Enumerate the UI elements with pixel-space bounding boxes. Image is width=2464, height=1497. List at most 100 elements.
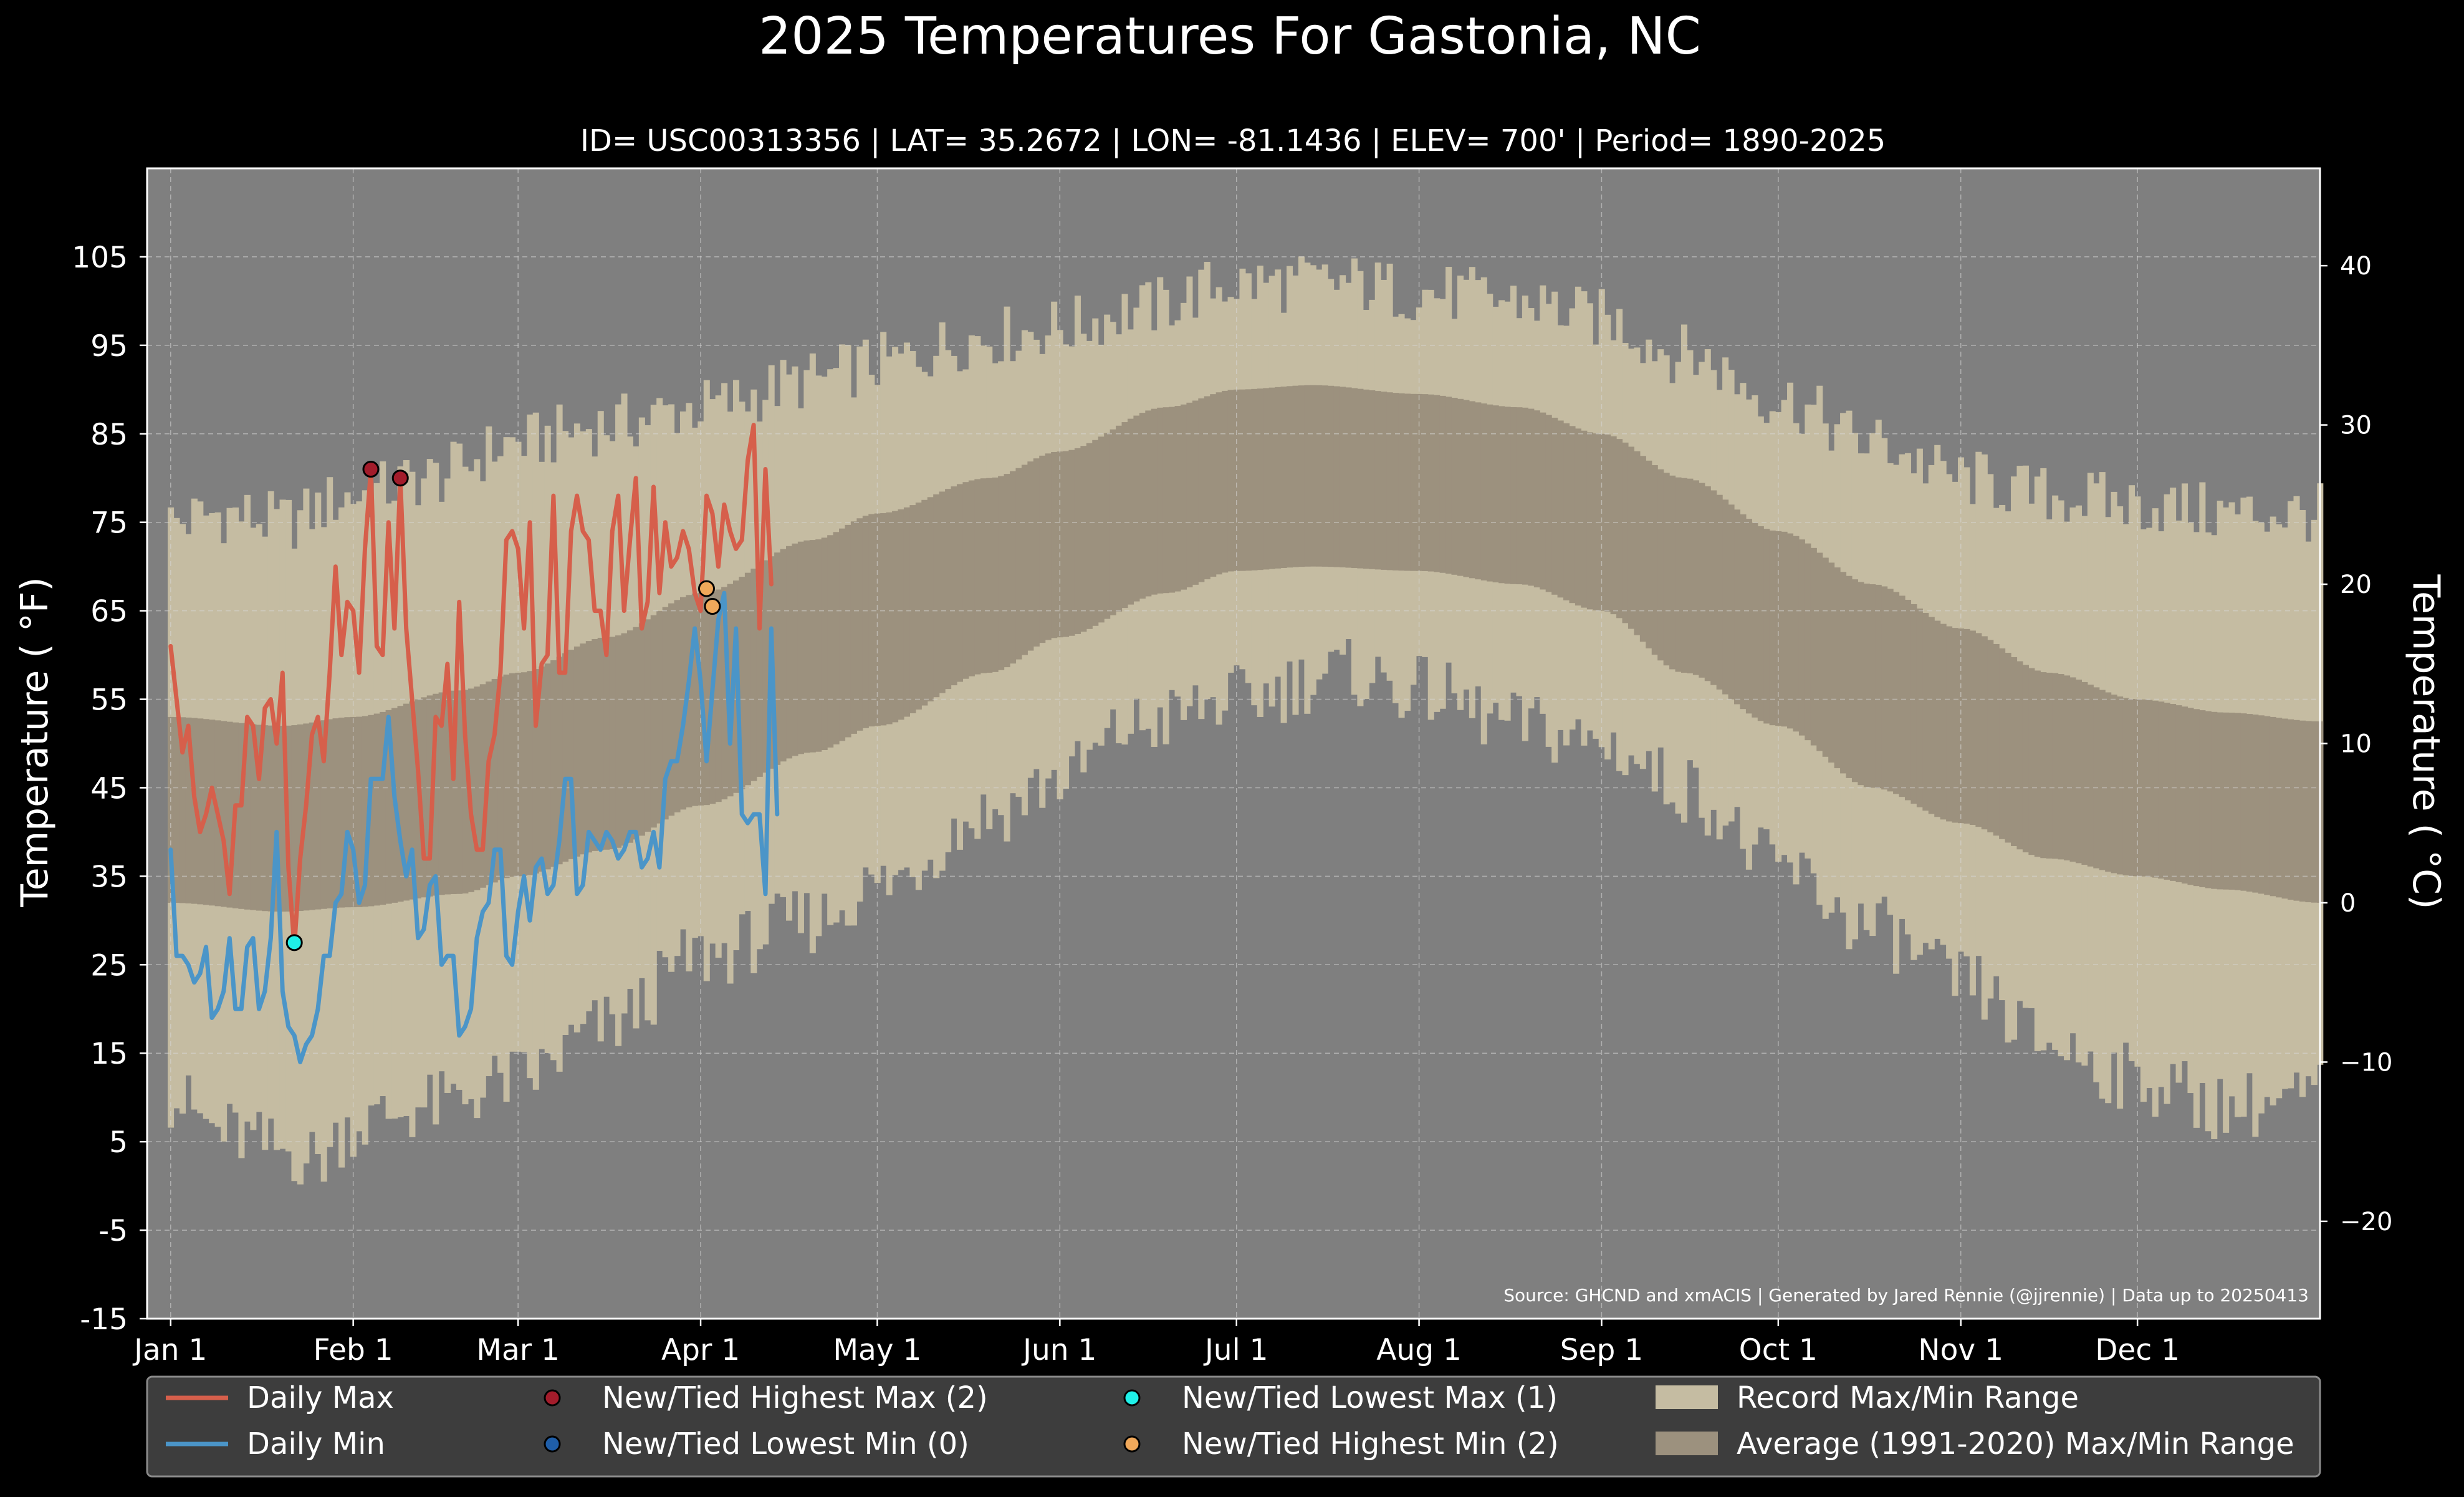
average-range-bar [1528, 408, 1535, 586]
average-range-bar [409, 701, 416, 900]
average-range-bar [1234, 389, 1240, 571]
average-range-bar [474, 686, 481, 890]
average-range-bar [1622, 442, 1629, 623]
average-range-bar [1522, 407, 1528, 585]
y-tick-label-f: -5 [98, 1214, 128, 1248]
average-range-bar [780, 549, 787, 762]
x-tick-label: Oct 1 [1739, 1333, 1818, 1367]
average-range-bar [279, 726, 286, 912]
legend-label: New/Tied Highest Max (2) [602, 1380, 988, 1415]
average-range-bar [1045, 453, 1052, 640]
average-range-bar [1398, 393, 1405, 571]
y-axis-label-right: Temperature ( °C) [2404, 574, 2448, 910]
average-range-bar [1051, 451, 1058, 638]
average-range-bar [1904, 600, 1912, 801]
average-range-bar [2175, 705, 2182, 882]
chart-subtitle: ID= USC00313356 | LAT= 35.2672 | LON= -8… [580, 123, 1886, 158]
average-range-bar [1722, 499, 1729, 695]
average-range-bar [674, 600, 681, 812]
average-range-bar [1451, 397, 1458, 575]
average-range-bar [909, 505, 916, 713]
average-range-bar [2052, 673, 2059, 859]
average-range-bar [850, 521, 857, 734]
average-range-bar [2293, 720, 2300, 901]
average-range-bar [1793, 536, 1800, 732]
average-range-bar [1586, 432, 1593, 610]
average-range-bar [2276, 718, 2283, 898]
average-range-bar [2288, 719, 2294, 900]
average-range-bar [550, 660, 557, 867]
average-range-bar [2240, 713, 2247, 891]
average-range-bar [320, 720, 327, 909]
average-range-bar [497, 676, 504, 880]
average-range-bar [1498, 406, 1505, 584]
average-range-bar [173, 717, 180, 903]
legend-label: New/Tied Lowest Max (1) [1182, 1380, 1558, 1415]
y-tick-label-f: 15 [90, 1037, 128, 1071]
average-range-bar [1393, 393, 1399, 570]
average-range-bar [1180, 404, 1187, 590]
average-range-bar [1769, 530, 1776, 726]
average-range-bar [332, 718, 339, 908]
average-range-bar [856, 518, 863, 731]
average-range-bar [1162, 407, 1169, 594]
average-range-bar [1098, 436, 1105, 623]
average-range-bar [1434, 395, 1441, 572]
average-range-bar [1192, 400, 1199, 585]
average-range-bar [1887, 589, 1894, 792]
average-range-bar [874, 513, 881, 726]
average-range-bar [1510, 407, 1517, 584]
average-range-bar [2081, 681, 2088, 865]
average-range-bar [568, 650, 575, 859]
average-range-bar [1010, 471, 1017, 664]
y-tick-label-c: −20 [2340, 1208, 2392, 1236]
average-range-bar [1287, 386, 1293, 568]
average-range-bar [380, 711, 386, 905]
average-range-bar [1581, 430, 1588, 608]
average-range-bar [2281, 718, 2288, 899]
chart-title: 2025 Temperatures For Gastonia, NC [759, 7, 1701, 66]
average-range-bar [1710, 490, 1717, 685]
average-range-bar [462, 690, 469, 893]
average-range-bar [373, 713, 380, 906]
average-range-bar [1728, 504, 1735, 700]
average-range-bar [1775, 531, 1782, 726]
legend-dot-swatch [1123, 1435, 1141, 1453]
average-range-bar [2034, 670, 2041, 857]
average-range-bar [2258, 715, 2265, 894]
average-range-bar [1027, 461, 1034, 651]
average-range-bar [2022, 665, 2029, 853]
average-range-bar [1604, 434, 1611, 612]
average-range-bar [1999, 648, 2006, 839]
average-range-bar [633, 627, 640, 840]
average-range-bar [603, 637, 610, 850]
average-range-bar [1422, 394, 1429, 571]
average-range-bar [2270, 716, 2276, 897]
average-range-bar [2311, 721, 2318, 903]
average-range-bar [609, 637, 616, 850]
average-range-bar [1015, 468, 1022, 660]
average-range-bar [1734, 509, 1741, 705]
average-range-bar [585, 641, 592, 853]
average-range-bar [1275, 387, 1282, 569]
average-range-bar [2223, 712, 2230, 890]
average-range-bar [2264, 716, 2271, 895]
average-range-bar [1680, 478, 1688, 673]
average-range-bar [1516, 407, 1523, 585]
average-range-bar [845, 524, 851, 738]
average-range-bar [1174, 406, 1181, 592]
average-range-bar [185, 717, 192, 903]
average-range-bar [1298, 385, 1305, 567]
average-range-bar [479, 684, 486, 888]
legend-patch-swatch [1656, 1432, 1718, 1455]
average-range-bar [1805, 543, 1811, 741]
average-range-bar [626, 630, 633, 843]
average-range-bar [1139, 413, 1146, 599]
average-range-bar [615, 635, 622, 848]
average-range-bar [980, 478, 987, 673]
y-tick-label-c: 30 [2340, 412, 2372, 440]
average-range-bar [297, 724, 304, 912]
average-range-bar [792, 543, 798, 756]
average-range-bar [1834, 567, 1841, 769]
record-marker [697, 580, 715, 597]
